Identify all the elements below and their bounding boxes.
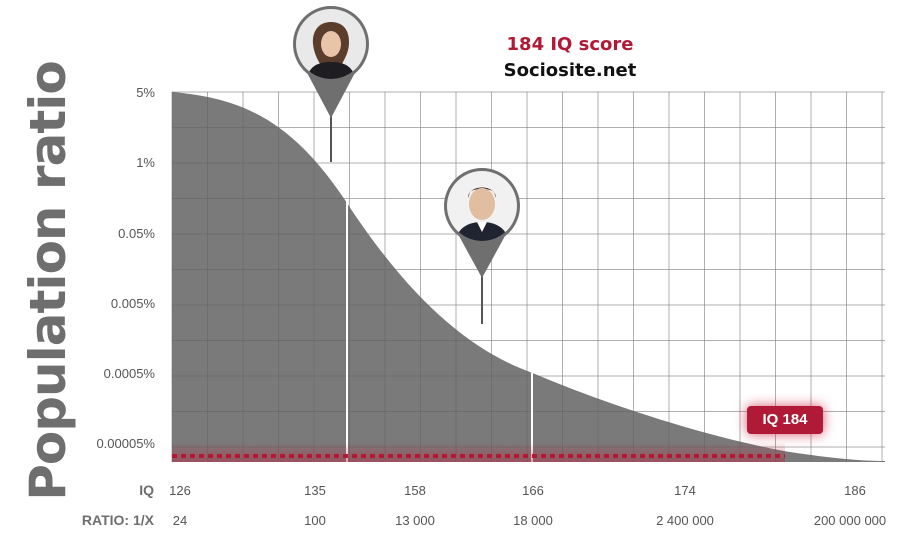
chart-source: Sociosite.net xyxy=(503,60,637,81)
y-tick-label: 5% xyxy=(136,85,155,100)
ratio-row-label: RATIO: 1/X xyxy=(81,512,154,528)
iq-row-label: IQ xyxy=(139,482,154,498)
population-curve-area xyxy=(172,92,885,462)
chart-title: 184 IQ score xyxy=(506,34,634,55)
y-tick-label: 0.00005% xyxy=(96,436,155,451)
woman-portrait-icon xyxy=(296,9,366,79)
woman-portrait-pin xyxy=(293,6,369,162)
x-tick-ratio: 2 400 000 xyxy=(656,513,714,528)
grid-overlay xyxy=(171,91,885,462)
x-tick-ratio: 13 000 xyxy=(395,513,435,528)
x-tick-iq: 166 xyxy=(522,483,544,498)
x-tick-iq: 186 xyxy=(844,483,866,498)
x-tick-ratio: 100 xyxy=(304,513,326,528)
x-tick-ratio: 24 xyxy=(172,513,188,528)
man-portrait-pin xyxy=(444,168,520,324)
x-tick-iq: 158 xyxy=(404,483,426,498)
man-portrait-icon xyxy=(447,171,517,241)
x-tick-iq: 135 xyxy=(304,483,326,498)
y-axis-title: Population ratio xyxy=(19,61,77,501)
x-tick-iq: 126 xyxy=(169,483,191,498)
baseline-glow xyxy=(172,442,785,462)
y-tick-label: 0.0005% xyxy=(103,366,155,381)
x-tick-ratio: 18 000 xyxy=(513,513,553,528)
iq-184-badge: IQ 184 xyxy=(747,406,823,434)
y-tick-label: 1% xyxy=(136,155,155,170)
y-tick-label: 0.005% xyxy=(110,296,155,311)
y-tick-label: 0.05% xyxy=(118,226,155,241)
x-tick-iq: 174 xyxy=(674,483,696,498)
x-tick-ratio: 200 000 000 xyxy=(813,513,887,528)
